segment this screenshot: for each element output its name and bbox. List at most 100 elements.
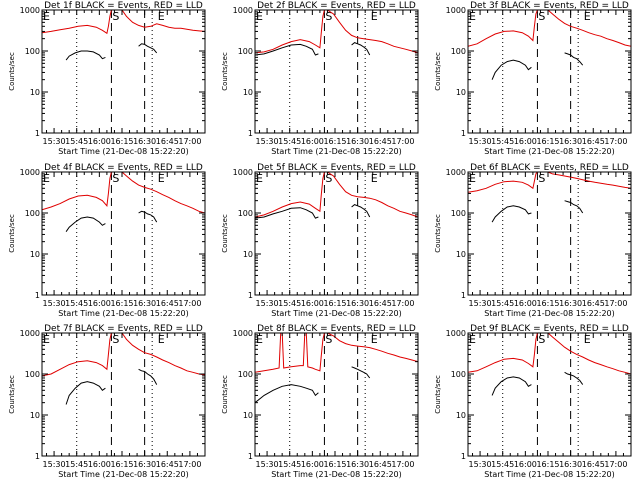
y-tick-label: 100	[238, 370, 253, 379]
marker-label-e: E	[469, 10, 476, 23]
panel-series	[42, 10, 205, 61]
y-tick-label: 10	[30, 250, 40, 259]
marker-label-s: S	[538, 333, 545, 346]
y-tick-label: 100	[451, 209, 466, 218]
lld-series-line	[468, 333, 538, 373]
y-tick-label: 1000	[446, 168, 466, 177]
x-tick-label: 16:45	[369, 137, 392, 146]
x-tick-label: 16:15	[110, 299, 133, 308]
x-axis-label: Start Time (21-Dec-08 15:22:20)	[484, 309, 615, 318]
x-tick-label: 16:00	[301, 299, 324, 308]
plot-frame	[254, 9, 419, 134]
x-tick-label: 16:45	[582, 137, 605, 146]
y-tick-label: 100	[25, 370, 40, 379]
lld-series-line	[121, 333, 205, 376]
x-tick-label: 15:45	[278, 460, 301, 469]
x-tick-label: 16:15	[536, 299, 559, 308]
events-series-line	[491, 59, 532, 80]
x-tick-label: 16:30	[559, 460, 582, 469]
y-axis-label: Counts/sec	[434, 214, 442, 253]
y-tick-label: 1000	[20, 329, 40, 338]
x-tick-label: 15:30	[43, 137, 66, 146]
y-tick-label: 100	[451, 370, 466, 379]
x-tick-label: 15:30	[469, 460, 492, 469]
x-tick-label: 16:15	[536, 460, 559, 469]
x-tick-label: 16:30	[559, 299, 582, 308]
y-tick-label: 10	[243, 411, 253, 420]
x-tick-label: 17:00	[604, 299, 627, 308]
y-tick-label: 1000	[233, 6, 253, 15]
lld-series-line	[547, 333, 631, 375]
panel-series	[42, 172, 205, 232]
x-tick-label: 15:30	[469, 299, 492, 308]
y-tick-label: 10	[30, 88, 40, 97]
y-tick-label: 1	[461, 291, 466, 300]
x-tick-label: 16:00	[514, 299, 537, 308]
y-tick-label: 100	[25, 47, 40, 56]
panel-series	[255, 10, 418, 56]
y-tick-label: 1	[461, 129, 466, 138]
y-axis-label: Counts/sec	[221, 375, 229, 414]
events-series-line	[564, 52, 584, 66]
x-axis-label: Start Time (21-Dec-08 15:22:20)	[58, 470, 189, 479]
events-series-line	[255, 384, 319, 404]
x-tick-label: 15:45	[491, 299, 514, 308]
x-axis-label: Start Time (21-Dec-08 15:22:20)	[271, 147, 402, 156]
x-tick-label: 15:30	[43, 460, 66, 469]
x-axis-label: Start Time (21-Dec-08 15:22:20)	[484, 470, 615, 479]
y-tick-label: 1	[248, 452, 253, 461]
marker-label-s: S	[112, 10, 119, 23]
lld-series-line	[547, 172, 631, 189]
x-tick-label: 17:00	[391, 299, 414, 308]
lld-series-line	[327, 10, 418, 54]
y-axis-label: Counts/sec	[8, 214, 16, 253]
marker-label-s: S	[538, 172, 545, 185]
x-tick-label: 16:45	[582, 299, 605, 308]
x-tick-label: 15:30	[43, 299, 66, 308]
lld-series-line	[42, 172, 112, 211]
y-tick-label: 1	[35, 452, 40, 461]
marker-label-e: E	[256, 333, 263, 346]
x-tick-label: 15:30	[256, 299, 279, 308]
panel-title: Det 5f BLACK = Events, RED = LLD	[257, 163, 416, 173]
marker-label-s: S	[325, 10, 332, 23]
panel-series	[42, 333, 205, 405]
events-series-line	[491, 205, 532, 223]
events-series-line	[491, 376, 532, 396]
y-tick-label: 100	[238, 209, 253, 218]
plot-frame	[254, 332, 419, 457]
lld-series-line	[468, 10, 538, 47]
events-series-line	[255, 207, 319, 219]
marker-label-e: E	[158, 172, 165, 185]
x-tick-label: 16:30	[346, 299, 369, 308]
marker-label-e: E	[43, 333, 50, 346]
x-tick-label: 16:00	[514, 460, 537, 469]
marker-label-s: S	[538, 10, 545, 23]
marker-label-e: E	[43, 172, 50, 185]
marker-label-e: E	[43, 10, 50, 23]
x-tick-label: 15:30	[256, 137, 279, 146]
plot-frame	[41, 9, 206, 134]
marker-label-e: E	[371, 333, 378, 346]
lld-series-line	[468, 172, 538, 193]
x-tick-label: 16:15	[536, 137, 559, 146]
x-tick-label: 16:30	[346, 460, 369, 469]
panel-series	[468, 10, 631, 80]
panel-title: Det 4f BLACK = Events, RED = LLD	[44, 163, 203, 173]
y-axis-label: Counts/sec	[8, 375, 16, 414]
marker-label-s: S	[325, 172, 332, 185]
x-axis-label: Start Time (21-Dec-08 15:22:20)	[58, 147, 189, 156]
x-tick-label: 15:30	[469, 137, 492, 146]
plot-frame	[467, 332, 632, 457]
x-tick-label: 16:30	[346, 137, 369, 146]
panel-title: Det 7f BLACK = Events, RED = LLD	[44, 324, 203, 334]
y-tick-label: 10	[243, 250, 253, 259]
plot-frame	[467, 9, 632, 134]
events-series-line	[138, 43, 158, 54]
x-axis-label: Start Time (21-Dec-08 15:22:20)	[271, 470, 402, 479]
